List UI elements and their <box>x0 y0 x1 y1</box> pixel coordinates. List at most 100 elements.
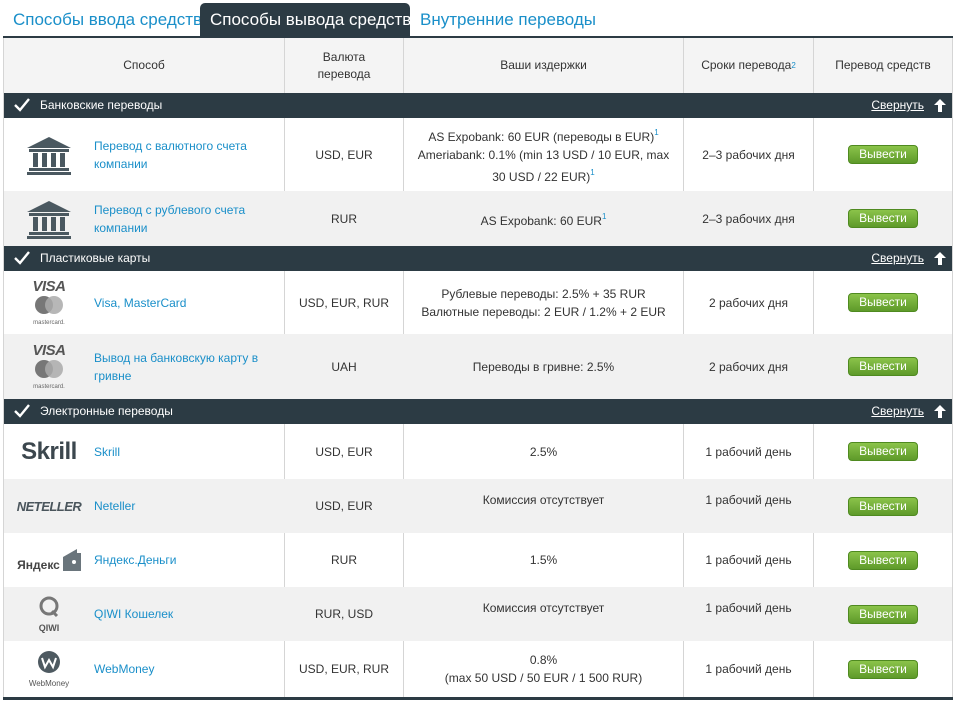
cost-value: 0.8% (max 50 USD / 50 EUR / 1 500 RUR) <box>404 641 683 697</box>
bank-icon <box>14 191 84 246</box>
arrow-up-icon[interactable] <box>934 405 946 418</box>
collapse-link[interactable]: Свернуть <box>871 98 924 112</box>
header-terms-footnote[interactable]: 2 <box>791 61 796 70</box>
table-row: QIWI QIWI Кошелек RUR, USD Комиссия отсу… <box>4 587 952 641</box>
method-link[interactable]: Перевод с валютного счета компании <box>94 138 247 171</box>
arrow-up-icon[interactable] <box>934 99 946 112</box>
tab-internal-transfers[interactable]: Внутренние переводы <box>420 10 597 29</box>
method-link[interactable]: WebMoney <box>94 662 155 676</box>
cost-line: AS Expobank: 60 EUR <box>480 213 602 228</box>
currency-value: RUR, USD <box>314 607 373 621</box>
cost-value: Комиссия отсутствует <box>482 601 605 615</box>
cost-value: Комиссия отсутствует <box>482 493 605 507</box>
cost-value: Переводы в гривне: 2.5% <box>472 359 615 374</box>
cost-line: Валютные переводы: 2 EUR / 1.2% + 2 EUR <box>421 304 666 319</box>
term-value: 2–3 рабочих дня <box>702 211 795 226</box>
withdraw-cell: Вывести <box>814 424 952 479</box>
term-value: 1 рабочий день <box>705 553 792 567</box>
withdraw-button[interactable]: Вывести <box>848 145 918 164</box>
qiwi-logo: QIWI <box>14 587 84 641</box>
table-row: NETELLER Neteller USD, EUR Комиссия отсу… <box>4 479 952 533</box>
method-link[interactable]: Neteller <box>94 499 136 513</box>
withdraw-button[interactable]: Вывести <box>848 659 918 679</box>
cost-value: Рублевые переводы: 2.5% + 35 RUR Валютные… <box>404 271 683 334</box>
yandex-money-logo: Яндекс <box>14 533 84 587</box>
term-value: 1 рабочий день <box>705 601 792 615</box>
currency-value: USD, EUR <box>315 444 373 459</box>
method-link[interactable]: Яндекс.Деньги <box>94 553 177 567</box>
table-row: VISA mastercard. Вывод на банковскую кар… <box>4 334 952 399</box>
checkmark-icon <box>14 98 30 112</box>
cost-line: 0.8% <box>529 653 558 667</box>
footnote[interactable]: 1 <box>601 211 607 221</box>
arrow-up-icon[interactable] <box>934 252 946 265</box>
table-row: VISA mastercard. Visa, MasterCard USD, E… <box>4 271 952 334</box>
term-value: 2 рабочих дня <box>708 295 789 310</box>
currency-value: RUR <box>331 211 357 226</box>
tab-bar: Способы ввода средств Способы вывода сре… <box>0 0 956 37</box>
method-link[interactable]: Вывод на банковскую карту в гривне <box>94 350 259 383</box>
withdraw-cell: Вывести <box>814 271 952 334</box>
header-costs: Ваши издержки <box>500 58 587 72</box>
method-link[interactable]: Перевод с рублевого счета компании <box>94 202 246 235</box>
table-header: Способ Валюта перевода Ваши издержки Сро… <box>4 38 952 94</box>
currency-value: RUR <box>331 553 357 567</box>
withdraw-button[interactable]: Вывести <box>848 496 918 516</box>
table-row: Перевод с валютного счета компании USD, … <box>4 118 952 191</box>
withdrawal-methods-table: Способ Валюта перевода Ваши издержки Сро… <box>3 38 953 700</box>
checkmark-icon <box>14 251 30 265</box>
header-currency: Валюта перевода <box>317 49 371 81</box>
withdraw-button[interactable]: Вывести <box>848 209 918 228</box>
tab-withdrawal-methods[interactable]: Способы вывода средств <box>200 3 411 37</box>
currency-value: USD, EUR, RUR <box>298 662 389 676</box>
currency-value: USD, EUR <box>315 147 373 162</box>
checkmark-icon <box>14 404 30 418</box>
header-transfer: Перевод средств <box>835 58 931 72</box>
withdraw-button[interactable]: Вывести <box>848 604 918 624</box>
header-method: Способ <box>123 58 165 72</box>
table-row: Перевод с рублевого счета компании RUR A… <box>4 191 952 246</box>
method-link[interactable]: QIWI Кошелек <box>94 607 174 621</box>
section-bank-transfers: Банковские переводы Свернуть <box>4 93 952 118</box>
cost-value: 2.5% <box>529 444 558 459</box>
section-title: Банковские переводы <box>40 98 163 112</box>
term-value: 2–3 рабочих дня <box>702 147 795 162</box>
term-value: 2 рабочих дня <box>708 359 789 374</box>
currency-value: UAH <box>331 359 357 374</box>
method-link[interactable]: Skrill <box>94 444 120 459</box>
cost-line: Рублевые переводы: 2.5% + 35 RUR <box>441 286 646 301</box>
cost-line: (max 50 USD / 50 EUR / 1 500 RUR) <box>444 671 643 685</box>
withdraw-button[interactable]: Вывести <box>848 357 918 376</box>
method-link[interactable]: Visa, MasterCard <box>94 295 187 310</box>
footnote[interactable]: 1 <box>590 167 595 177</box>
visa-mastercard-logo: VISA mastercard. <box>32 277 66 326</box>
withdraw-cell: Вывести <box>814 191 952 246</box>
tab-deposit-methods[interactable]: Способы ввода средств <box>13 10 203 29</box>
footnote[interactable]: 1 <box>654 127 659 137</box>
collapse-link[interactable]: Свернуть <box>871 251 924 265</box>
withdraw-button[interactable]: Вывести <box>848 550 918 570</box>
collapse-link[interactable]: Свернуть <box>871 404 924 418</box>
withdraw-button[interactable]: Вывести <box>848 293 918 312</box>
term-value: 1 рабочий день <box>705 662 792 676</box>
table-row: Skrill Skrill USD, EUR 2.5% 1 рабочий де… <box>4 424 952 479</box>
cost-line: Ameriabank: 0.1% (min 13 USD / 10 EUR, m… <box>417 147 670 184</box>
header-terms: Сроки перевода 2 <box>684 38 813 93</box>
withdraw-cell: Вывести <box>814 118 952 191</box>
cost-value: AS Expobank: 60 EUR (переводы в EUR)1 Ame… <box>404 118 683 191</box>
term-value: 1 рабочий день <box>705 444 792 459</box>
tab-underline <box>3 36 953 38</box>
bank-icon <box>14 118 84 191</box>
visa-mastercard-logo: VISA mastercard. <box>32 341 66 390</box>
withdraw-button[interactable]: Вывести <box>848 442 918 461</box>
withdraw-cell: Вывести <box>814 334 952 399</box>
cost-line: AS Expobank: 60 EUR (переводы в EUR) <box>428 129 655 144</box>
term-value: 1 рабочий день <box>705 493 792 507</box>
section-electronic-transfers: Электронные переводы Свернуть <box>4 399 952 424</box>
table-row: Яндекс Яндекс.Деньги RUR 1.5% 1 рабочий … <box>4 533 952 587</box>
neteller-logo: NETELLER <box>16 498 82 514</box>
currency-value: USD, EUR <box>315 499 373 513</box>
section-title: Пластиковые карты <box>40 251 151 265</box>
withdraw-cell: Вывести <box>814 533 952 587</box>
cost-value: AS Expobank: 60 EUR1 <box>404 191 683 246</box>
